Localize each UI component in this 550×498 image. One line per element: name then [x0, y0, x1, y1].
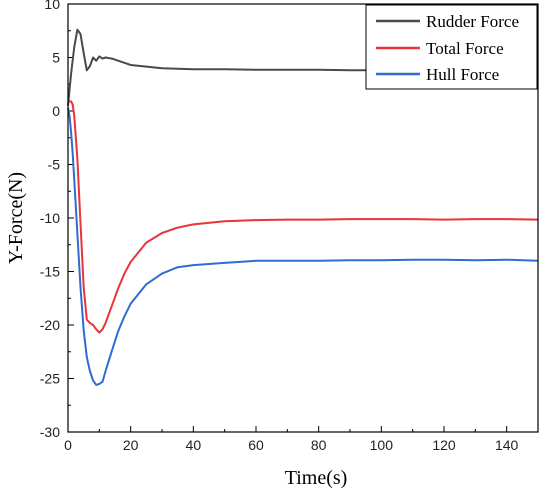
- x-tick-label: 80: [311, 437, 327, 453]
- y-tick-label: -10: [40, 210, 60, 226]
- x-tick-label: 100: [370, 437, 394, 453]
- x-tick-label: 60: [248, 437, 264, 453]
- y-tick-label: 0: [52, 103, 60, 119]
- series-line-hull-force: [67, 107, 539, 386]
- y-tick-label: -25: [40, 371, 60, 387]
- y-axis-title: Y-Force(N): [5, 172, 27, 264]
- x-tick-label: 0: [64, 437, 72, 453]
- legend: Rudder Force Total Force Hull Force: [365, 4, 538, 90]
- y-tick-label: -30: [40, 424, 60, 440]
- y-tick-label: -5: [48, 157, 61, 173]
- y-tick-label: 10: [44, 0, 60, 12]
- x-axis-title: Time(s): [285, 467, 348, 489]
- legend-label-hull-force: Hull Force: [426, 65, 499, 84]
- series-line-total-force: [67, 100, 539, 334]
- x-tick-label: 140: [495, 437, 519, 453]
- x-tick-label: 20: [123, 437, 139, 453]
- y-tick-label: -15: [40, 264, 60, 280]
- legend-label-rudder-force: Rudder Force: [426, 12, 519, 31]
- y-tick-label: -20: [40, 317, 60, 333]
- y-tick-label: 5: [52, 50, 60, 66]
- x-tick-label: 120: [432, 437, 456, 453]
- x-tick-label: 40: [186, 437, 202, 453]
- plot-area-frame: [67, 3, 539, 433]
- tick-labels: 0 20 40 60 80 100 120 140 10 5 0 -5 -10 -15 -20 -25 -30: [40, 0, 519, 453]
- legend-label-total-force: Total Force: [426, 39, 504, 58]
